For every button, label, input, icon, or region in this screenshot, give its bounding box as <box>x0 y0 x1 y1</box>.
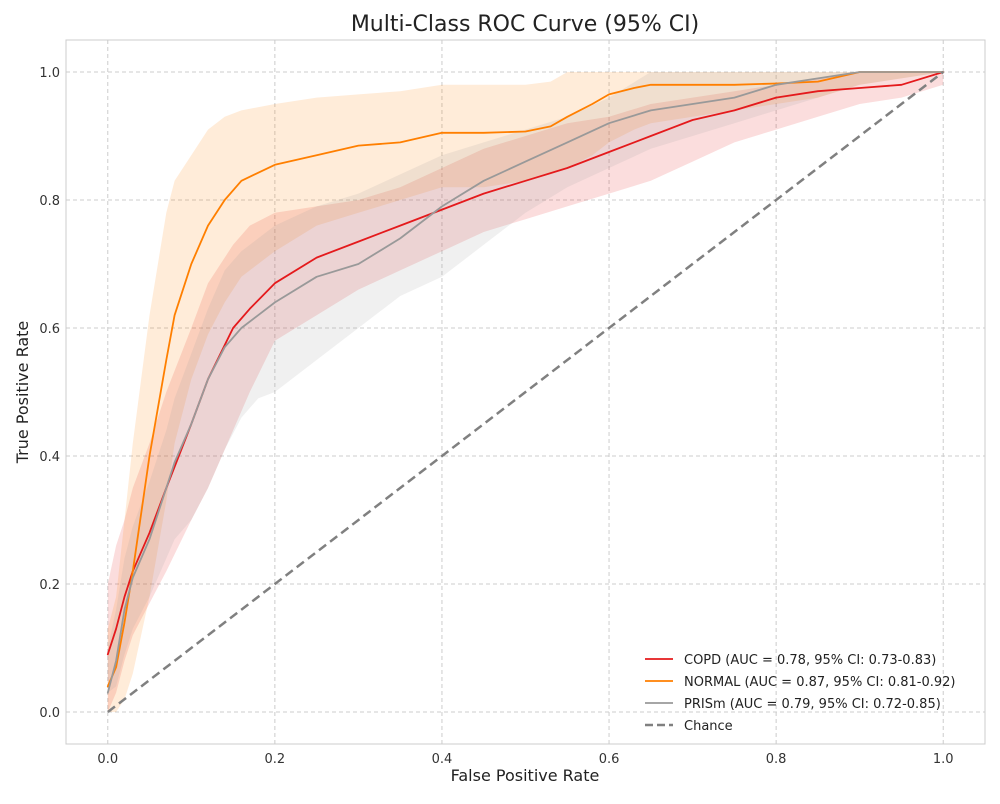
y-axis-label: True Positive Rate <box>13 321 32 465</box>
copd-line <box>106 71 945 656</box>
legend-label-chance: Chance <box>684 719 733 734</box>
legend-label-prism: PRISm (AUC = 0.79, 95% CI: 0.72-0.85) <box>684 697 941 712</box>
y-tick-label: 0.6 <box>39 322 60 337</box>
copd-ci-band <box>107 72 944 712</box>
y-tick-label: 0.0 <box>39 706 60 721</box>
y-tick-label: 0.4 <box>39 450 60 465</box>
normal-line <box>106 71 945 688</box>
x-tick-label: 0.2 <box>265 752 286 767</box>
x-tick-label: 0.0 <box>97 752 118 767</box>
roc-lines <box>106 71 945 713</box>
y-tick-label: 1.0 <box>39 66 60 81</box>
chance-line <box>107 71 944 713</box>
prism-line <box>106 71 945 694</box>
legend-label-normal: NORMAL (AUC = 0.87, 95% CI: 0.81-0.92) <box>684 675 956 690</box>
x-axis-label: False Positive Rate <box>451 766 600 785</box>
legend-label-copd: COPD (AUC = 0.78, 95% CI: 0.73-0.83) <box>684 653 936 668</box>
legend: COPD (AUC = 0.78, 95% CI: 0.73-0.83) NORM… <box>645 653 956 734</box>
y-tick-label: 0.8 <box>39 194 60 209</box>
prism-ci-band <box>107 72 944 693</box>
x-tick-label: 0.4 <box>432 752 453 767</box>
x-tick-label: 0.6 <box>599 752 620 767</box>
chart-title: Multi-Class ROC Curve (95% CI) <box>351 12 699 37</box>
x-tick-label: 1.0 <box>933 752 954 767</box>
x-tick-label: 0.8 <box>766 752 787 767</box>
confidence-bands <box>107 72 944 712</box>
grid <box>66 40 985 744</box>
tick-labels: 0.0 0.2 0.4 0.6 0.8 1.0 0.0 0.2 0.4 0.6 0.8 1.0 <box>39 66 953 767</box>
y-tick-label: 0.2 <box>39 578 60 593</box>
